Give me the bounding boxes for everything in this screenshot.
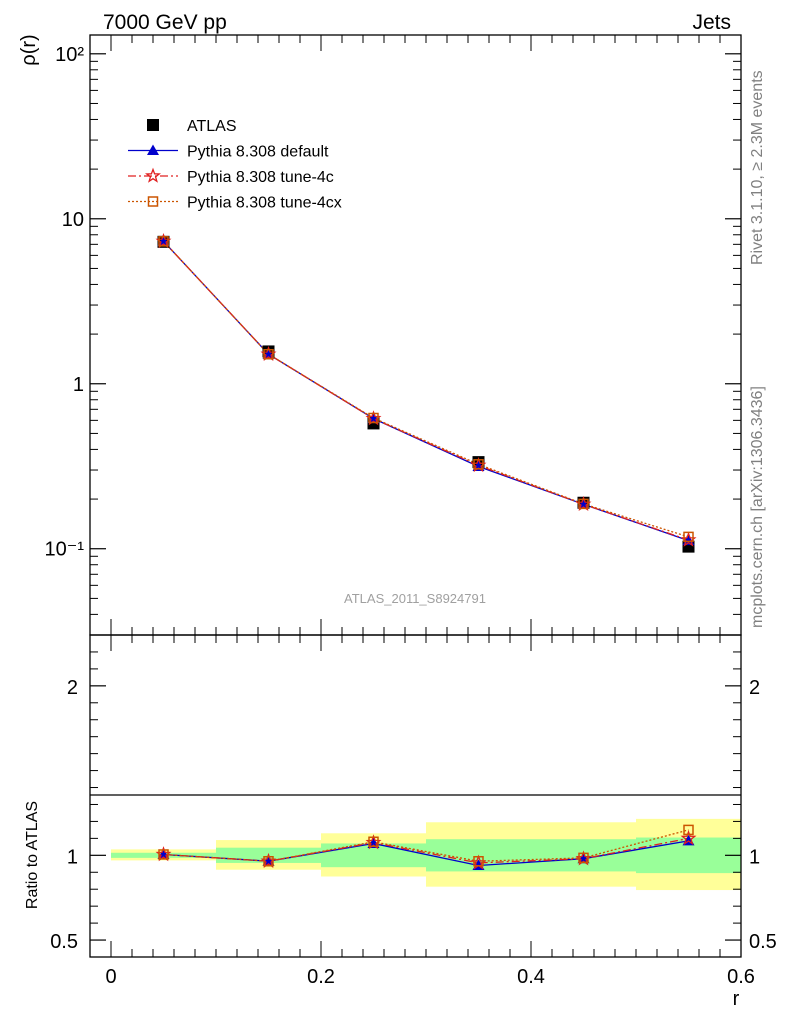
main-point-2-1 [263,348,274,360]
legend-marker-3 [147,196,159,207]
ratio-point-2-5 [683,824,694,836]
ratio-y-tick-label-left: 0.5 [50,931,78,953]
main-series-line-1 [163,240,689,541]
main-series-lines [163,240,689,542]
ratio-point-2-3 [473,855,484,867]
ratio-point-2-1 [263,855,274,867]
x-tick-label: 0.4 [517,966,545,988]
x-axis-label: r [733,988,740,1010]
main-y-tick-label: 10⁻¹ [45,539,85,561]
header-left: 7000 GeV pp [103,11,227,34]
analysis-label: ATLAS_2011_S8924791 [344,591,486,606]
ratio-frame [89,634,742,958]
main-point-2-0 [158,236,169,247]
legend-entry-3: Pythia 8.308 tune-4cx [187,195,342,212]
ratio-y-tick-label-right: 0.5 [749,931,777,953]
ratio-series-line-2 [163,829,689,862]
header-right: Jets [692,11,731,34]
ratio-series-lines [163,829,689,867]
main-y-tick-label: 1 [73,374,84,396]
main-point-2-5 [683,531,694,543]
legend-marker-0 [147,119,159,131]
legend-marker-1 [147,144,159,155]
x-tick-label: 0.2 [307,966,335,988]
main-point-2-3 [473,459,484,470]
main-y-tick-label: 10² [55,44,84,66]
ratio-point-2-2 [368,836,379,848]
ratio-y-axis-label: Ratio to ATLAS [24,801,41,909]
main-series-line-0 [163,240,689,542]
ratio-y-tick-label-right: 1 [749,846,760,868]
main-series-line-2 [163,240,689,538]
ratio-point-1-5 [680,829,697,846]
legend-marker-2 [145,167,161,183]
main-point-2-4 [578,498,589,510]
ratio-series-markers [155,824,697,870]
ratio-y-tick-label-right: 2 [749,677,760,699]
main-point-2-2 [368,412,379,424]
legend-entry-0: ATLAS [187,118,237,135]
main-panel: 10⁻¹ 1 10 10² ρ(r) ATLAS_2011_S8924791 ATLA… [18,34,742,636]
main-axis-ticks: 10⁻¹ 1 10 10² [45,35,742,636]
ratio-panel: 0.5 0.5 1 1 2 2 0 0.2 0.4 0.6 Ratio to ATLAS r [24,634,777,1010]
ratio-y-tick-label-left: 1 [67,846,78,868]
main-y-axis-label: ρ(r) [18,34,40,65]
legend-entry-2: Pythia 8.308 tune-4c [187,169,334,186]
x-tick-label: 0 [105,966,116,988]
ratio-point-2-4 [578,852,589,864]
legend-entry-1: Pythia 8.308 default [187,144,329,161]
ratio-series-line-1 [163,837,689,864]
main-series-markers [155,232,697,553]
ratio-y-tick-label-left: 2 [67,677,78,699]
ratio-point-2-0 [158,849,169,860]
mcplots-label: mcplots.cern.ch [arXiv:1306.3436] [749,386,766,628]
x-tick-label: 0.6 [727,966,755,988]
ratio-axis-ticks: 0.5 0.5 1 1 2 2 0 0.2 0.4 0.6 [50,635,777,988]
main-y-tick-label: 10 [62,209,84,231]
legend: ATLAS Pythia 8.308 default Pythia 8.308 tu… [128,118,342,212]
rivet-label: Rivet 3.1.10, ≥ 2.3M events [749,70,766,265]
